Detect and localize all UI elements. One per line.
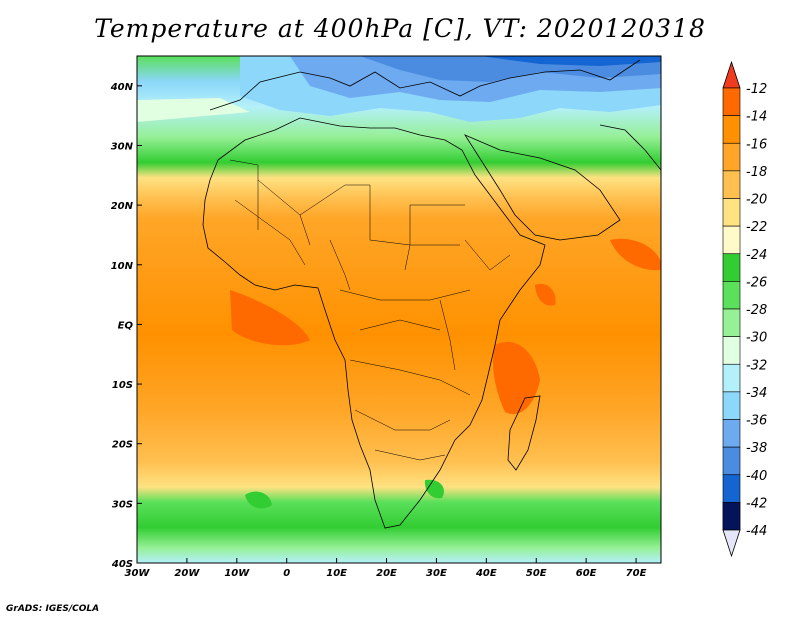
colorbar-top-arrow (722, 60, 741, 89)
colorbar-swatch (722, 142, 741, 172)
colorbar-legend: -12 -14 -16 -18 -20 -22 -24 -26 -28 -30 -32 -34 -36 -… (722, 60, 767, 558)
colorbar-level-label: -16 (746, 137, 767, 152)
colorbar-level-label: -20 (746, 193, 767, 208)
latitude-axis: 40N 30N 20N 10N EQ 10S 20S 30S 40S (110, 82, 142, 570)
colorbar-swatch (722, 198, 741, 227)
lon-tick-label: 20E (376, 568, 397, 579)
colorbar-swatch (722, 474, 741, 503)
colorbar-level-label: -24 (746, 248, 767, 263)
lon-tick-label: 50E (526, 568, 547, 579)
colorbar-swatch (722, 115, 741, 144)
colorbar-level-label: -26 (746, 275, 767, 290)
madagascar-coastline (507, 395, 541, 471)
lon-tick-label: 10E (326, 568, 347, 579)
country-borders (229, 159, 511, 461)
colorbar-swatch (722, 170, 741, 199)
colorbar-level-label: -42 (746, 496, 767, 511)
lon-tick-label: 70E (626, 568, 647, 579)
lat-tick-label: 20N (111, 201, 134, 212)
colorbar-swatch (722, 391, 741, 420)
colorbar-level-label: -36 (746, 414, 767, 429)
longitude-axis: 30W 20W 10W 0 10E 20E 30E 40E 50E 60E 70E (125, 558, 647, 579)
lon-tick-label: 30E (426, 568, 447, 579)
lon-tick-label: 20W (174, 568, 200, 579)
lat-tick-label: 40N (110, 82, 134, 93)
arabia-coastline (463, 134, 621, 241)
colorbar-level-label: -28 (746, 303, 767, 318)
lat-tick-label: 10S (112, 380, 133, 391)
lat-tick-label: EQ (118, 320, 134, 331)
colorbar-swatch (722, 363, 741, 393)
europe-coastline (209, 59, 641, 111)
lon-tick-label: 10W (224, 568, 250, 579)
colorbar-swatch (722, 225, 741, 255)
colorbar-level-label: -14 (746, 110, 767, 125)
colorbar-swatch-coldest (722, 502, 741, 531)
colorbar-swatch (722, 419, 741, 448)
footer-credit: GrADS: IGES/COLA (6, 604, 100, 614)
lon-tick-label: 30W (125, 568, 151, 579)
coastline-outlines (202, 59, 661, 529)
colorbar-level-label: -44 (746, 524, 767, 539)
colorbar-bottom-arrow (722, 529, 741, 558)
africa-coastline (202, 117, 546, 529)
colorbar-level-label: -32 (746, 358, 767, 373)
colorbar-level-label: -22 (746, 220, 767, 235)
colorbar-level-label: -30 (746, 331, 767, 346)
temperature-field (137, 56, 661, 563)
lon-tick-label: 0 (283, 568, 290, 579)
lat-tick-label: 40S (111, 559, 133, 570)
colorbar-swatch (722, 308, 741, 337)
lon-tick-label: 60E (576, 568, 597, 579)
colorbar-level-label: -38 (746, 441, 767, 456)
colorbar-swatch (722, 336, 741, 365)
colorbar-swatch (722, 253, 741, 282)
colorbar-level-label: -34 (746, 386, 767, 401)
colorbar-level-label: -12 (746, 82, 767, 97)
chart-title: Temperature at 400hPa [C], VT: 202012031… (94, 14, 706, 43)
lat-tick-label: 30S (112, 499, 133, 510)
colorbar-level-label: -40 (746, 469, 767, 484)
india-coastline (599, 124, 661, 171)
colorbar-swatch (722, 446, 741, 476)
plot-frame (136, 55, 662, 564)
colorbar-swatch (722, 87, 741, 116)
lat-tick-label: 10N (111, 261, 134, 272)
lat-tick-label: 30N (111, 141, 134, 152)
lon-tick-label: 40E (475, 568, 497, 579)
lat-tick-label: 20S (112, 440, 133, 451)
colorbar-level-label: -18 (746, 165, 767, 180)
colorbar-swatch (722, 281, 741, 310)
